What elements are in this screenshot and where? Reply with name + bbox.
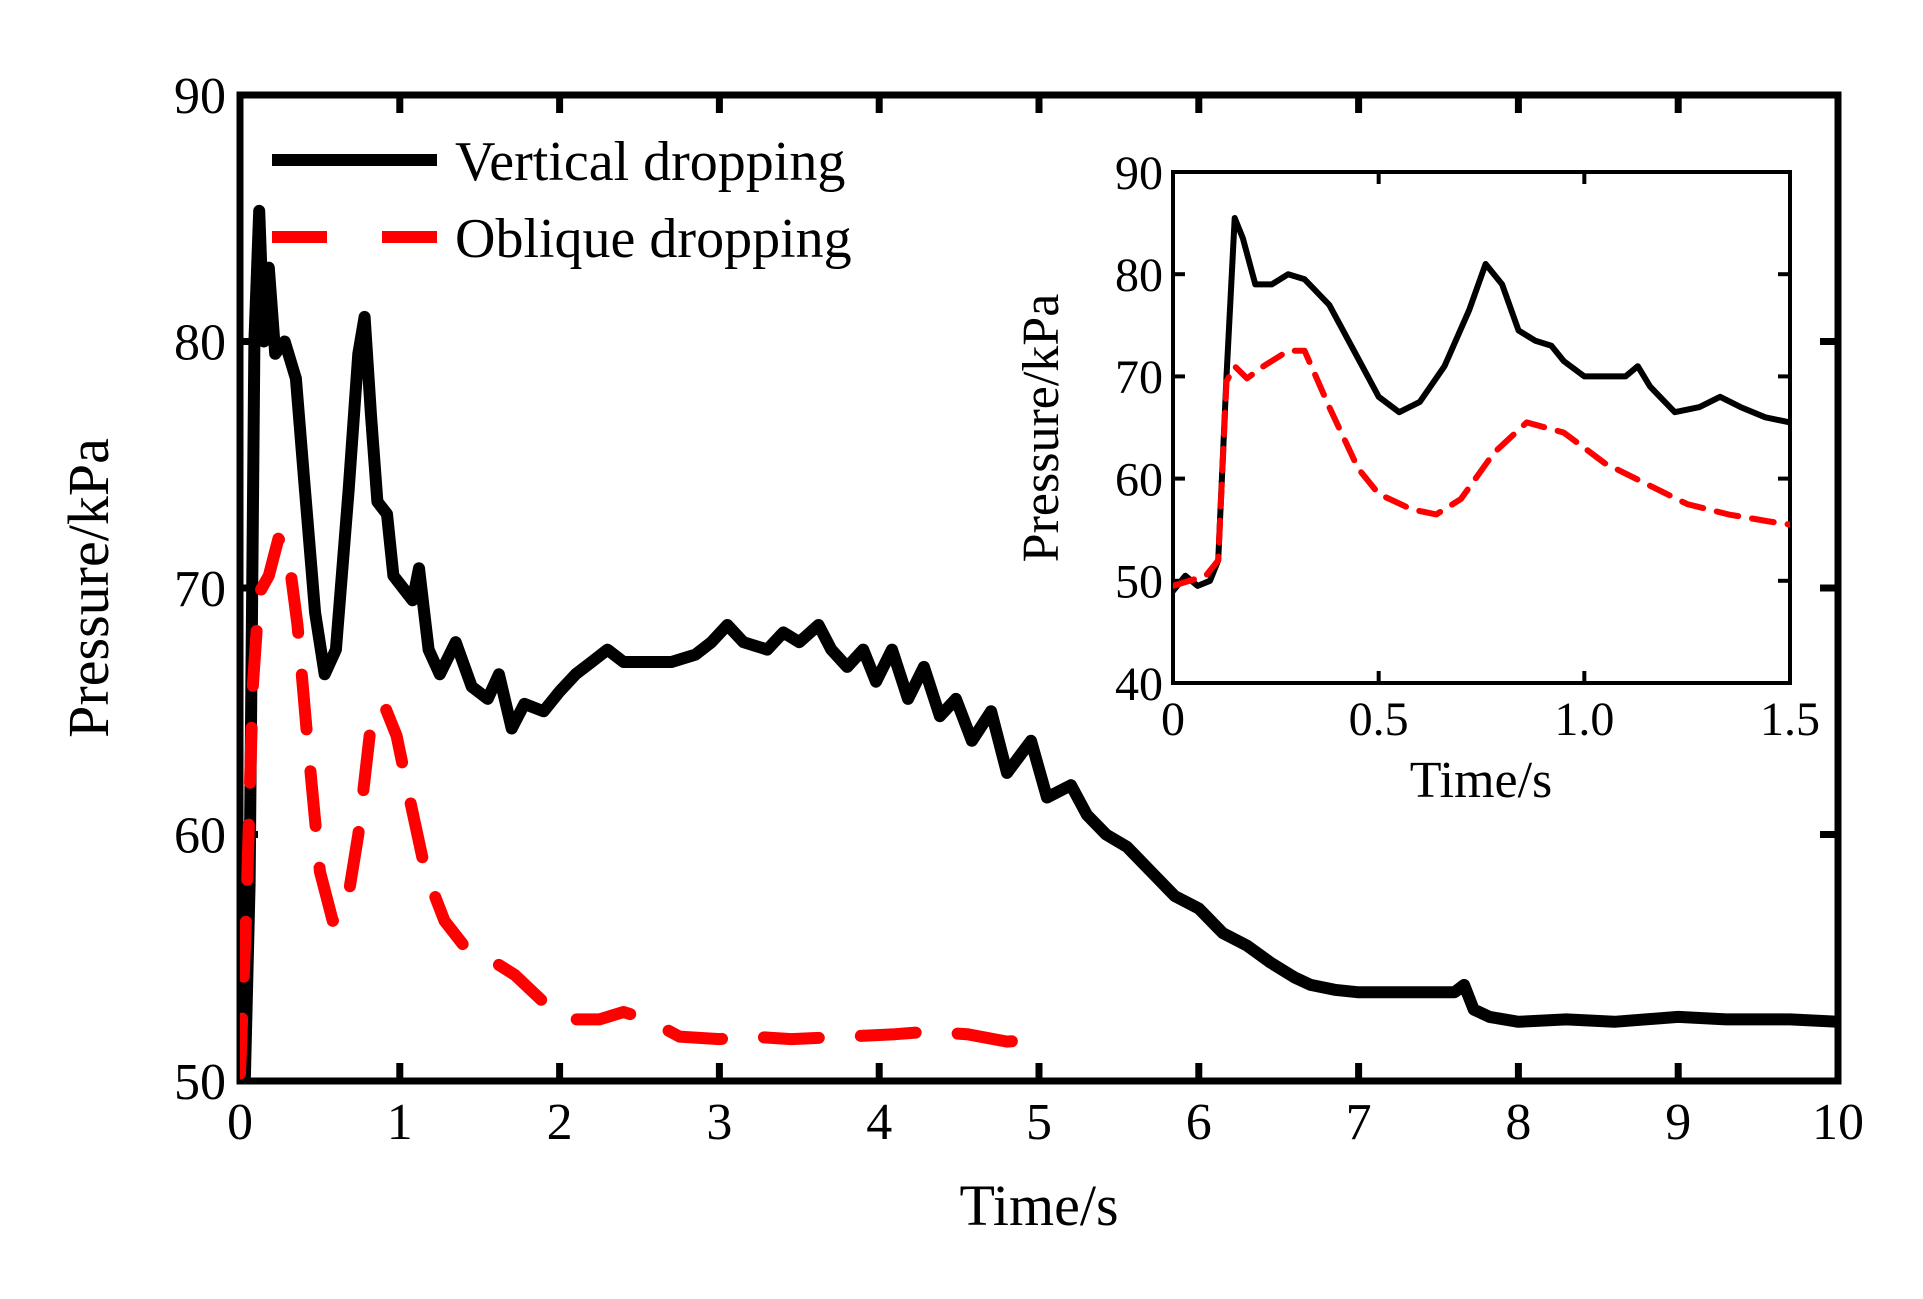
main-series-line-vertical-dropping — [240, 204, 1838, 1081]
legend-label-oblique: Oblique dropping — [455, 208, 852, 270]
legend-label-vertical: Vertical dropping — [455, 131, 845, 193]
main-x-tick-label: 7 — [1346, 1094, 1372, 1151]
inset-y-tick-label: 90 — [1115, 147, 1163, 200]
inset-y-tick-label: 50 — [1115, 556, 1163, 609]
inset-y-tick-label: 70 — [1115, 351, 1163, 404]
main-y-axis-title: Pressure/kPa — [56, 438, 121, 738]
inset-x-axis-title: Time/s — [1410, 752, 1553, 809]
main-plot: 0 1 2 3 4 5 6 7 8 9 10 50 60 70 80 90 Time/s Pressure/… — [56, 68, 1864, 1238]
main-x-tick-label: 10 — [1812, 1094, 1864, 1151]
main-series — [240, 204, 1838, 1081]
inset-series — [1173, 215, 1790, 594]
main-x-tick-label: 9 — [1665, 1094, 1691, 1151]
main-x-tick-label: 3 — [706, 1094, 732, 1151]
inset-x-ticks: 0 0.5 1.0 1.5 — [1161, 172, 1820, 746]
main-x-tick-label: 6 — [1186, 1094, 1212, 1151]
inset-y-axis-title: Pressure/kPa — [1013, 294, 1070, 563]
main-y-tick-label: 70 — [174, 561, 226, 618]
main-x-tick-label: 0 — [227, 1094, 253, 1151]
inset-y-tick-label: 40 — [1115, 658, 1163, 711]
inset-x-tick-label: 1.5 — [1760, 693, 1820, 746]
main-x-ticks: 0 1 2 3 4 5 6 7 8 9 10 — [227, 95, 1864, 1151]
inset-y-tick-label: 60 — [1115, 453, 1163, 506]
inset-series-line-oblique-dropping — [1173, 347, 1790, 589]
main-series-line-oblique-dropping — [240, 532, 1053, 1080]
main-y-tick-label: 50 — [174, 1054, 226, 1111]
inset-y-tick-label: 80 — [1115, 249, 1163, 302]
legend: Vertical dropping Oblique dropping — [272, 131, 852, 270]
main-y-tick-label: 80 — [174, 315, 226, 372]
main-x-tick-label: 8 — [1505, 1094, 1531, 1151]
inset-y-ticks: 40 50 60 70 80 90 — [1115, 147, 1790, 711]
inset-x-tick-label: 0.5 — [1349, 693, 1409, 746]
main-y-tick-label: 60 — [174, 808, 226, 865]
main-x-axis-title: Time/s — [959, 1173, 1118, 1238]
main-y-tick-label: 90 — [174, 68, 226, 125]
inset-plot-frame — [1171, 170, 1792, 685]
main-x-tick-label: 2 — [547, 1094, 573, 1151]
main-x-tick-label: 1 — [387, 1094, 413, 1151]
main-x-tick-label: 5 — [1026, 1094, 1052, 1151]
main-x-tick-label: 4 — [866, 1094, 892, 1151]
inset-plot: 0 0.5 1.0 1.5 40 50 60 70 80 90 Time/s Pressure/… — [1013, 147, 1820, 809]
main-y-ticks: 50 60 70 80 90 — [174, 68, 1838, 1111]
inset-series-line-vertical-dropping — [1173, 215, 1790, 594]
inset-x-tick-label: 1.0 — [1554, 693, 1614, 746]
inset-x-tick-label: 0 — [1161, 693, 1185, 746]
